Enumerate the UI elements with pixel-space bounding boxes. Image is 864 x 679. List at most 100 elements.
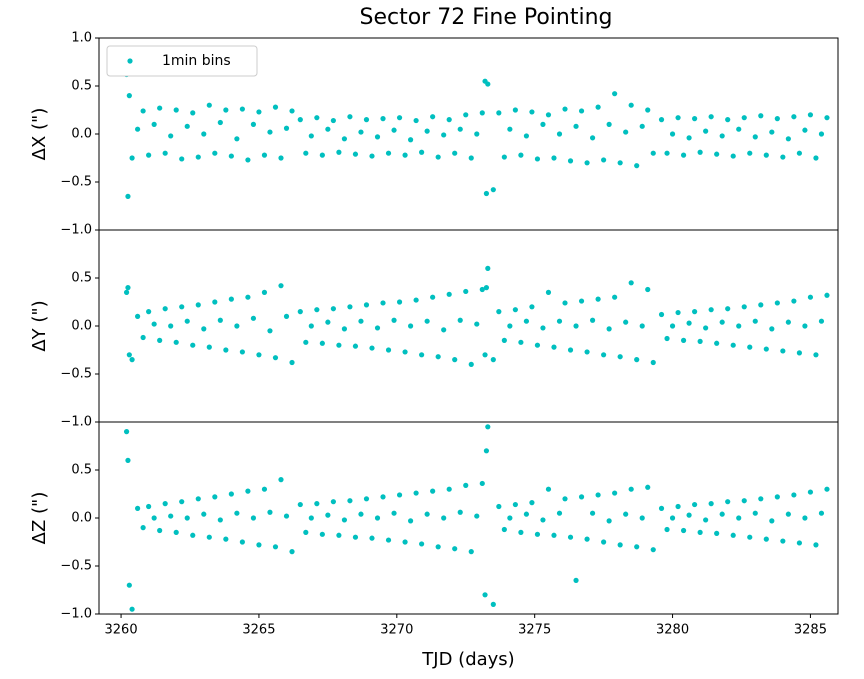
point (545, 112, 552, 118)
y-tick-label: 0.5 (71, 463, 92, 478)
point (482, 592, 488, 598)
point (325, 319, 331, 325)
point (474, 513, 480, 519)
point (446, 486, 452, 492)
point (173, 339, 179, 345)
point (413, 297, 419, 303)
point (650, 359, 656, 366)
point (452, 357, 458, 363)
points (123, 265, 830, 367)
point (369, 345, 375, 351)
point (758, 496, 764, 502)
point (573, 323, 579, 329)
point (380, 300, 386, 306)
point (507, 126, 513, 132)
point (457, 509, 463, 515)
point (325, 126, 331, 132)
point (190, 110, 196, 116)
point (496, 503, 502, 510)
point (380, 116, 386, 122)
point (256, 109, 262, 115)
point (278, 283, 284, 289)
point (606, 518, 612, 524)
point (807, 294, 814, 300)
point (239, 539, 245, 545)
point (278, 477, 284, 483)
point (256, 352, 262, 358)
point (157, 105, 163, 111)
point (485, 424, 491, 430)
point (452, 150, 458, 156)
axes-frame (98, 421, 839, 615)
point (623, 129, 629, 135)
point (802, 515, 808, 521)
point (250, 121, 257, 127)
point (780, 538, 786, 544)
point (184, 123, 190, 129)
point (419, 352, 425, 358)
x-tick-label: 3280 (656, 623, 689, 638)
point (562, 300, 568, 306)
point (151, 515, 157, 521)
point (319, 340, 325, 346)
point (463, 112, 469, 118)
point (606, 121, 612, 127)
point (658, 117, 665, 123)
point (341, 517, 348, 523)
point (441, 327, 447, 333)
point (217, 517, 223, 523)
point (129, 357, 135, 363)
point (545, 486, 552, 492)
x-tick-label: 3265 (242, 623, 275, 638)
point (289, 359, 295, 366)
point (584, 349, 590, 355)
point (239, 106, 245, 112)
y-tick-label: 0.0 (71, 319, 92, 334)
point (446, 117, 452, 123)
point (146, 503, 152, 510)
point (297, 117, 303, 123)
point (578, 108, 585, 114)
point (173, 529, 179, 536)
point (413, 490, 419, 496)
point (752, 134, 758, 140)
legend-box (106, 45, 258, 77)
point (151, 321, 157, 327)
point (725, 117, 731, 123)
point (512, 107, 518, 113)
point (402, 349, 408, 355)
point (125, 285, 131, 291)
point (807, 489, 814, 495)
point (168, 133, 174, 139)
point (289, 108, 295, 114)
point (664, 335, 670, 342)
point (562, 496, 568, 502)
point (714, 530, 720, 536)
point (157, 527, 163, 534)
point (468, 549, 474, 555)
point (791, 298, 797, 304)
point (206, 344, 212, 350)
point (314, 115, 320, 121)
point (703, 325, 709, 331)
point (769, 129, 775, 135)
point (419, 541, 425, 547)
point (140, 334, 146, 341)
point (168, 513, 174, 519)
point (802, 127, 808, 133)
y-tick-label: 0.0 (71, 511, 92, 526)
point (125, 193, 131, 199)
point (551, 532, 557, 538)
x-tick-label: 3270 (380, 623, 413, 638)
point (747, 150, 753, 156)
point (818, 318, 825, 324)
point (669, 323, 676, 329)
x-tick-label: 3260 (105, 623, 138, 638)
point (430, 488, 436, 494)
point (534, 342, 541, 348)
y-tick-label: −0.5 (60, 175, 92, 190)
point (424, 128, 430, 134)
point (358, 511, 364, 517)
point (719, 319, 725, 325)
point (650, 547, 656, 553)
